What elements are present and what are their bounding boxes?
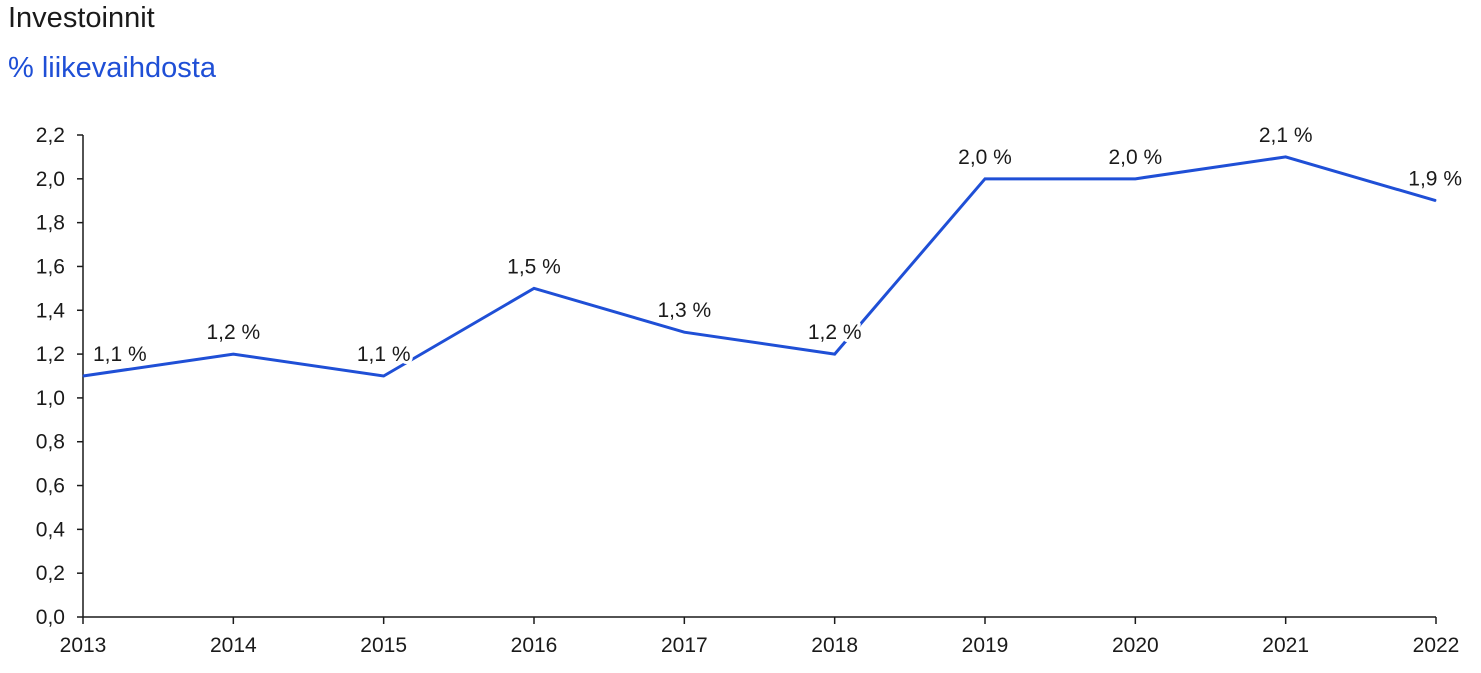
data-point (1435, 200, 1437, 202)
x-tick-label: 2014 (210, 634, 257, 657)
chart-title: Investoinnit (8, 2, 155, 34)
data-label: 1,2 % (206, 321, 260, 344)
y-tick-label: 1,6 (36, 255, 65, 278)
data-label: 2,0 % (958, 146, 1012, 169)
y-tick-label: 2,2 (36, 124, 65, 147)
data-label-halo: 1,2 % (206, 321, 260, 344)
y-tick-label: 0,4 (36, 518, 66, 541)
data-label: 1,3 % (657, 299, 711, 322)
data-label: 2,0 % (1108, 146, 1162, 169)
data-label-halo: 2,0 % (1108, 146, 1162, 169)
data-point (232, 353, 234, 355)
data-label-halo: 1,9 % (1408, 168, 1462, 191)
data-label: 1,1 % (357, 343, 411, 366)
x-tick-label: 2013 (60, 634, 107, 657)
y-tick-label: 1,2 (36, 343, 65, 366)
data-point (984, 178, 986, 180)
x-tick-label: 2015 (360, 634, 407, 657)
y-tick-label: 0,0 (36, 606, 65, 629)
data-point (383, 375, 385, 377)
data-label-halo: 1,2 % (808, 321, 862, 344)
data-labels: 1,1 %1,1 %1,2 %1,2 %1,1 %1,1 %1,5 %1,5 %… (90, 121, 1465, 369)
series-line (82, 155, 1437, 378)
y-tick-label: 1,0 (36, 387, 65, 410)
data-point (834, 353, 836, 355)
data-label: 2,1 % (1259, 124, 1313, 147)
data-point (1285, 156, 1287, 158)
y-tick-label: 2,0 (36, 168, 65, 191)
data-label: 1,1 % (93, 343, 147, 366)
y-tick-label: 1,4 (36, 299, 66, 322)
x-tick-label: 2018 (811, 634, 858, 657)
data-point (683, 331, 685, 333)
data-label-halo: 1,3 % (657, 299, 711, 322)
data-label-halo: 2,1 % (1259, 124, 1313, 147)
series-group (82, 155, 1437, 378)
y-tick-label: 0,6 (36, 475, 65, 498)
data-point (82, 375, 84, 377)
data-label-halo: 1,1 % (93, 343, 147, 366)
chart-subtitle: % liikevaihdosta (8, 52, 216, 84)
x-tick-label: 2017 (661, 634, 708, 657)
data-point (533, 287, 535, 289)
x-tick-label: 2020 (1112, 634, 1159, 657)
x-tick-label: 2019 (962, 634, 1009, 657)
y-tick-label: 1,8 (36, 212, 65, 235)
x-tick-label: 2021 (1262, 634, 1309, 657)
data-label: 1,2 % (808, 321, 862, 344)
y-axis: 0,0 0,2 0,4 0,6 0,8 1,0 1,2 1,4 1,6 1,8 2,0 2,2 (36, 124, 84, 629)
x-tick-label: 2022 (1413, 634, 1460, 657)
data-label-halo: 1,1 % (357, 343, 411, 366)
y-tick-label: 0,2 (36, 562, 65, 585)
x-axis: 2013 2014 2015 2016 2017 2018 2019 2020 2021 2022 (60, 616, 1460, 657)
data-point (1134, 178, 1136, 180)
data-label-halo: 1,5 % (507, 255, 561, 278)
y-tick-label: 0,8 (36, 431, 65, 454)
data-label-halo: 2,0 % (958, 146, 1012, 169)
x-tick-label: 2016 (511, 634, 558, 657)
data-label: 1,5 % (507, 255, 561, 278)
data-label: 1,9 % (1408, 168, 1462, 191)
